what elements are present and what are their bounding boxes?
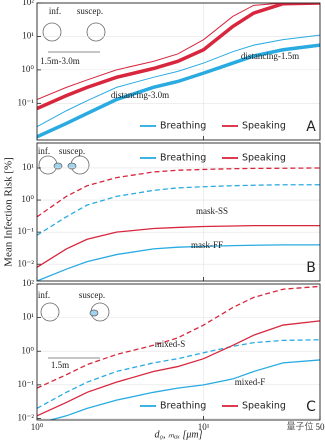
y-tick-label: 10⁻² <box>18 258 35 268</box>
series-line <box>37 285 320 389</box>
legend-label: Speaking <box>242 153 286 164</box>
annotation: distancing-1.5m <box>241 51 299 61</box>
series-line <box>37 43 320 139</box>
y-tick-label: 10⁰ <box>21 345 34 355</box>
annotation: mixed-F <box>235 377 266 387</box>
x-axis-label: d₀, ₘₐₓ [μm] <box>155 429 203 440</box>
y-tick-label: 10⁰ <box>21 64 34 74</box>
x-tick-label: 50 <box>316 422 325 432</box>
y-tick-label: 10² <box>22 0 34 7</box>
series-line <box>37 34 320 128</box>
y-tick-label: 10⁻¹ <box>18 97 35 107</box>
annotation: suscep. <box>79 290 105 300</box>
y-tick-label: 10⁻² <box>18 413 35 423</box>
series-line <box>37 244 320 281</box>
x-tick-label: 10⁰ <box>31 422 44 432</box>
series-line <box>37 320 320 417</box>
annotation: 1.5m-3.0m <box>40 56 80 66</box>
series-line <box>37 3 320 100</box>
panel-frame <box>36 2 321 141</box>
plot-area <box>37 285 320 420</box>
annotation: inf. <box>49 6 61 16</box>
plot-area <box>37 167 320 281</box>
legend-label: Speaking <box>242 121 286 132</box>
x-tick-label: 10¹ <box>198 422 210 432</box>
annotation: inf. <box>38 290 50 300</box>
annotation: suscep. <box>59 146 85 156</box>
series-line <box>37 184 320 236</box>
panel-label: B <box>306 260 316 276</box>
annotation: mask-FF <box>191 240 223 250</box>
series-line <box>37 3 320 111</box>
series-line <box>37 167 320 218</box>
panel-label: A <box>306 119 316 135</box>
y-tick-label: 10² <box>22 278 34 288</box>
annotation: suscep. <box>77 6 103 16</box>
y-tick-label: 10¹ <box>22 162 34 172</box>
annotation: inf. <box>38 146 50 156</box>
legend-label: Breathing <box>160 401 206 412</box>
panel-label: C <box>306 399 316 415</box>
annotation: distancing-3.0m <box>111 90 169 100</box>
watermark: 量子位 <box>286 421 313 433</box>
legend-label: Speaking <box>242 401 286 412</box>
annotation: mixed-S <box>155 339 186 349</box>
y-tick-label: 10¹ <box>22 31 34 41</box>
illustration <box>38 22 110 359</box>
series-line <box>48 359 320 420</box>
annotation: 1.5m <box>51 360 69 370</box>
panel-frame <box>36 142 321 282</box>
y-tick-label: 10⁻¹ <box>18 379 35 389</box>
y-tick-label: 10¹ <box>22 312 34 322</box>
y-tick-label: 10⁻¹ <box>18 226 35 236</box>
series-line <box>37 224 320 268</box>
annotation: mask-SS <box>196 206 228 216</box>
legend-label: Breathing <box>160 153 206 164</box>
series-line <box>37 339 320 409</box>
plot-area <box>37 3 320 139</box>
y-axis-label: Mean Infection Risk [%] <box>3 157 15 267</box>
y-tick-label: 10⁰ <box>21 194 34 204</box>
panel-frame <box>36 283 321 421</box>
legend-label: Breathing <box>160 121 206 132</box>
